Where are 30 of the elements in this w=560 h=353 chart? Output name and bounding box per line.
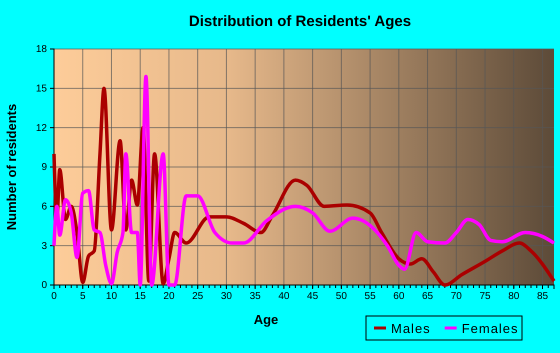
- y-tick-label: 9: [41, 162, 48, 174]
- x-tick-label: 15: [134, 291, 146, 302]
- y-tick-label: 18: [36, 44, 48, 56]
- x-tick-label: 30: [220, 291, 232, 302]
- y-tick-label: 0: [41, 280, 48, 292]
- x-tick-label: 55: [364, 291, 376, 302]
- x-tick-label: 20: [163, 291, 175, 302]
- x-tick-label: 80: [508, 291, 520, 302]
- x-tick-label: 70: [450, 291, 462, 302]
- x-axis-title: Age: [254, 312, 278, 327]
- y-tick-label: 6: [41, 202, 48, 213]
- y-tick-label: 15: [36, 84, 48, 95]
- x-tick-label: 5: [80, 291, 86, 302]
- y-tick-label: 12: [36, 122, 48, 134]
- y-tick-label: 3: [41, 240, 48, 252]
- x-tick-label: 50: [336, 291, 348, 302]
- chart-title: Distribution of Residents' Ages: [188, 13, 412, 30]
- y-axis-title: Number of residents: [4, 104, 19, 230]
- x-tick-label: 45: [307, 291, 319, 302]
- legend-label: Males: [391, 321, 431, 336]
- x-tick-label: 85: [536, 291, 549, 302]
- legend-label: Females: [462, 321, 519, 336]
- x-tick-label: 75: [479, 291, 492, 302]
- x-tick-label: 10: [106, 291, 118, 302]
- x-tick-label: 25: [192, 291, 204, 302]
- x-tick-label: 0: [51, 291, 58, 302]
- x-tick-label: 60: [393, 291, 405, 302]
- x-tick-label: 65: [422, 291, 434, 302]
- x-tick-label: 35: [250, 291, 262, 302]
- x-tick-label: 40: [278, 291, 290, 302]
